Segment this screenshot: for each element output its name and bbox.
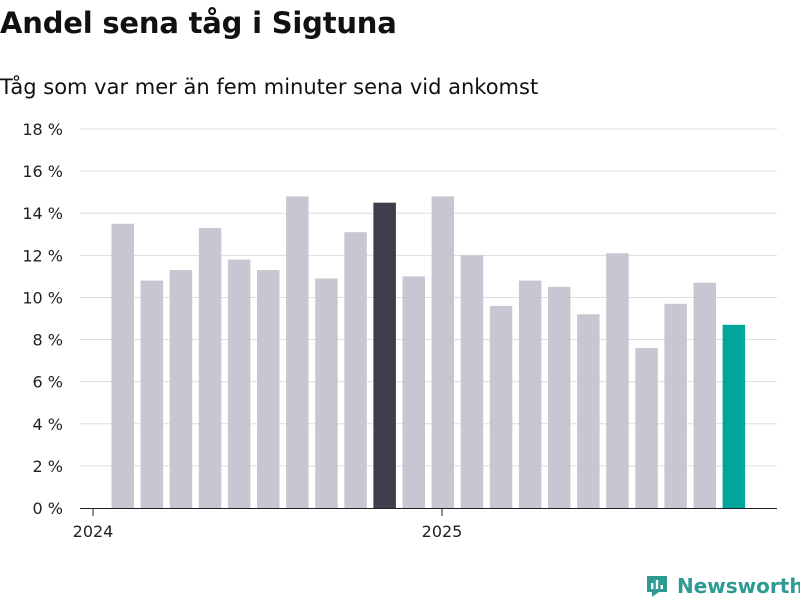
bar [431,196,455,508]
newsworthy-logo-icon [647,576,667,597]
bar [722,324,746,508]
y-tick-label: 16 % [22,162,63,181]
bar [315,278,338,508]
bar [402,276,425,508]
bar [227,259,251,508]
bar [111,223,134,508]
y-tick-label: 18 % [22,120,63,139]
y-tick-label: 0 % [33,499,63,518]
y-tick-label: 10 % [22,288,63,307]
bar [548,286,571,508]
bar [373,202,396,508]
brand-logo[interactable]: Newsworthy [645,571,800,601]
y-tick-label: 2 % [33,457,63,476]
brand-name: Newsworthy [677,574,800,598]
y-tick-label: 12 % [22,246,63,265]
y-tick-label: 4 % [33,415,63,434]
bar [489,305,513,508]
bar [198,227,222,508]
y-tick-label: 8 % [33,331,63,350]
y-tick-label: 6 % [33,373,63,392]
bar [460,255,484,508]
bar [169,270,193,508]
y-tick-label: 14 % [22,204,63,223]
bar [518,280,542,508]
bar [257,270,280,508]
bar [635,347,658,508]
bar [664,303,687,508]
bar [577,314,600,508]
x-tick-label: 2025 [422,522,463,541]
bar [344,232,367,508]
bar [606,253,629,508]
chart-subtitle: Tåg som var mer än fem minuter sena vid … [0,75,539,99]
bar [286,196,309,508]
bar [693,282,716,508]
x-tick-label: 2024 [73,522,114,541]
bar [140,280,164,508]
chart-title: Andel sena tåg i Sigtuna [0,6,397,40]
